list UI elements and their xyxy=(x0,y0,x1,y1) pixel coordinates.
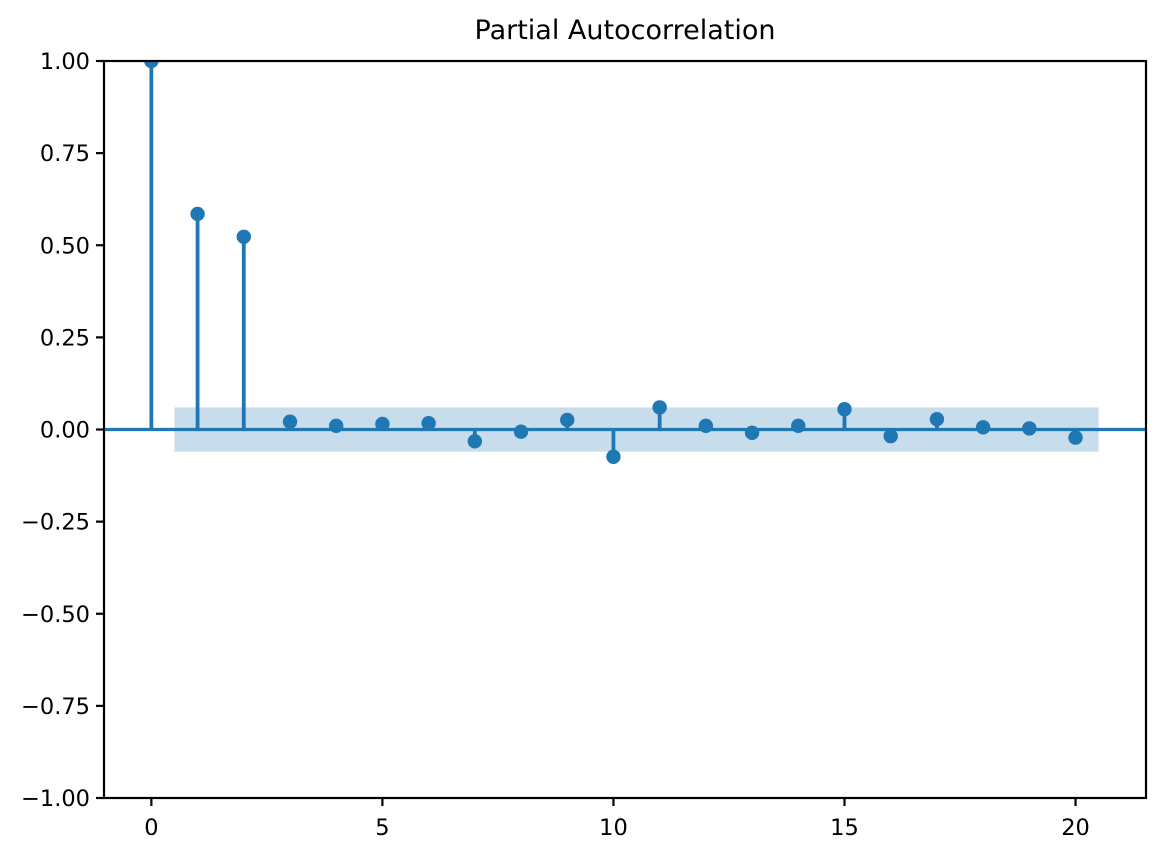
stem-marker xyxy=(421,416,436,431)
stem-marker xyxy=(1068,430,1083,445)
stem-marker xyxy=(744,425,760,441)
x-axis-tick-label: 15 xyxy=(830,815,859,841)
stem-marker xyxy=(883,428,898,444)
stem-marker xyxy=(698,418,714,434)
stem-marker xyxy=(652,400,667,415)
stem-marker xyxy=(975,420,991,435)
stem-marker xyxy=(282,414,298,429)
stem-marker xyxy=(144,61,159,69)
stem-marker xyxy=(236,229,251,244)
x-axis-tick-label: 20 xyxy=(1061,815,1090,841)
x-axis-tick-label: 5 xyxy=(375,815,389,841)
y-axis-tick-label: 0.00 xyxy=(40,418,90,444)
y-axis-tick-label: 1.00 xyxy=(40,49,90,75)
stem-marker xyxy=(190,206,205,222)
stems-layer xyxy=(144,61,1083,464)
stem-marker xyxy=(1022,421,1037,436)
x-axis-tick-label: 0 xyxy=(144,815,158,841)
chart-title: Partial Autocorrelation xyxy=(475,15,776,46)
stem-marker xyxy=(929,411,945,427)
stem-marker xyxy=(837,402,852,417)
axes-layer: 1.00 0.75 0.50 0.25 0.00 −0.25 −0.50 −0.75 −1.00… xyxy=(21,49,1148,841)
y-axis-tick-label: −0.50 xyxy=(21,602,90,628)
y-axis-tick-label: 0.75 xyxy=(40,141,90,167)
stem-marker xyxy=(560,412,575,428)
stem-marker xyxy=(467,434,483,449)
y-axis-tick-label: 0.25 xyxy=(40,325,90,351)
stem-marker xyxy=(328,418,344,434)
y-axis-tick-label: −1.00 xyxy=(21,786,90,812)
x-axis-tick-label: 10 xyxy=(599,815,628,841)
stem-marker xyxy=(606,449,621,464)
y-axis-tick-label: −0.75 xyxy=(21,694,90,720)
stem-marker xyxy=(513,424,529,439)
stem-marker xyxy=(375,416,390,432)
y-axis-tick-label: 0.50 xyxy=(40,233,90,259)
stem-marker xyxy=(791,418,806,434)
y-axis-tick-label: −0.25 xyxy=(21,510,90,536)
